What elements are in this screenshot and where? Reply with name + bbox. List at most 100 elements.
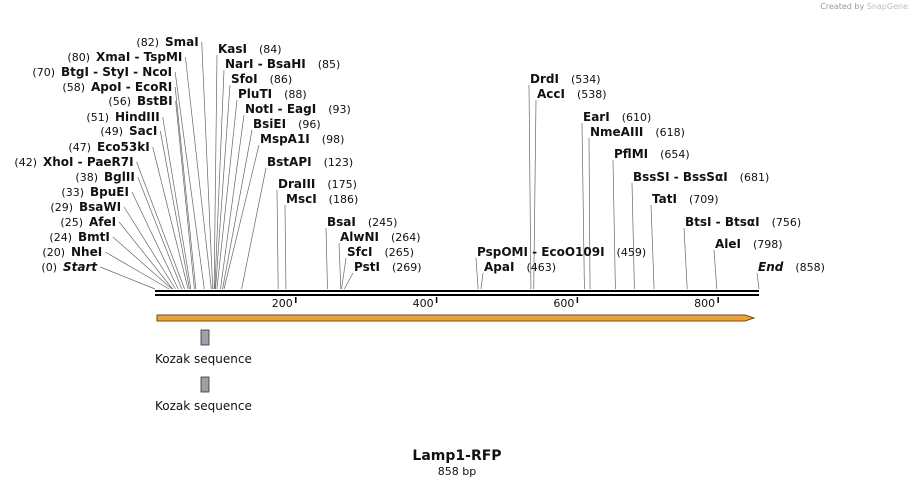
site-position: (47): [68, 141, 91, 154]
site-label[interactable]: BsaWI: [79, 200, 121, 214]
site-label[interactable]: BtgI - StyI - NcoI: [61, 65, 172, 79]
site-leader-line: [713, 249, 718, 290]
site-label[interactable]: NotI - EagI: [245, 102, 316, 116]
site-label[interactable]: Start: [63, 260, 98, 274]
site-label[interactable]: BsiEI: [253, 117, 286, 131]
site-position: (38): [75, 171, 98, 184]
site-label[interactable]: PspOMI - EcoO109I: [477, 245, 605, 259]
site-leader-line: [581, 122, 585, 290]
site-position: (459): [617, 246, 647, 259]
site-label[interactable]: AccI: [537, 87, 565, 101]
site-label[interactable]: HindIII: [115, 110, 160, 124]
site-label[interactable]: MscI: [286, 192, 317, 206]
site-label[interactable]: XmaI - TspMI: [96, 50, 182, 64]
site-label[interactable]: NheI: [71, 245, 102, 259]
snapgene-credit: Created by SnapGene: [820, 2, 908, 11]
site-position: (858): [795, 261, 825, 274]
site-label[interactable]: MspA1I: [260, 132, 310, 146]
site-leader-line: [213, 54, 218, 290]
site-leader-line: [223, 144, 260, 290]
site-position: (33): [61, 186, 84, 199]
site-leader-line: [152, 146, 189, 290]
site-position: (42): [14, 156, 37, 169]
site-leader-line: [118, 221, 173, 290]
site-leader-line: [137, 176, 183, 290]
site-position: (49): [100, 125, 123, 138]
site-leader-line: [175, 100, 195, 290]
site-label[interactable]: NarI - BsaHI: [225, 57, 306, 71]
site-label[interactable]: End: [758, 260, 784, 274]
site-label[interactable]: Eco53kI: [97, 140, 150, 154]
site-labels: SmaI (82) KasI (84) XmaI - TspMI (80) NarI - B…: [14, 35, 825, 274]
plasmid-name: Lamp1-RFP: [412, 448, 502, 464]
site-label[interactable]: NmeAIII: [590, 125, 643, 139]
site-leader-line: [174, 71, 205, 290]
orf-arrow-shape[interactable]: [156, 314, 756, 322]
site-label[interactable]: DrdI: [530, 72, 559, 86]
site-leader-line: [338, 242, 342, 290]
site-position: (264): [391, 231, 421, 244]
ruler: 200 400 600 800: [272, 297, 719, 310]
site-label[interactable]: BglII: [104, 170, 135, 184]
site-label[interactable]: PflMI: [614, 147, 648, 161]
site-label[interactable]: DraIII: [278, 177, 315, 191]
site-leader-line: [475, 257, 479, 290]
site-label[interactable]: BstBI: [137, 94, 173, 108]
feature-box[interactable]: [200, 376, 210, 393]
site-label[interactable]: AfeI: [89, 215, 116, 229]
plasmid-length: 858 bp: [437, 465, 477, 478]
site-leader-line: [683, 227, 688, 290]
site-leader-line: [325, 227, 328, 290]
site-label[interactable]: AlwNI: [340, 230, 379, 244]
site-position: (24): [49, 231, 72, 244]
site-position: (0): [41, 261, 57, 274]
site-label[interactable]: PstI: [354, 260, 380, 274]
site-position: (463): [526, 261, 556, 274]
site-leader-line: [222, 129, 253, 290]
site-label[interactable]: SfoI: [231, 72, 258, 86]
site-label[interactable]: XhoI - PaeR7I: [43, 155, 134, 169]
site-position: (58): [62, 81, 85, 94]
site-label[interactable]: SmaI: [165, 35, 199, 49]
site-label[interactable]: PluTI: [238, 87, 272, 101]
site-position: (20): [42, 246, 65, 259]
site-leader-line: [105, 251, 170, 290]
site-label[interactable]: EarI: [583, 110, 610, 124]
site-label[interactable]: BmtI: [78, 230, 110, 244]
site-label[interactable]: BpuEI: [90, 185, 129, 199]
site-position: (756): [772, 216, 802, 229]
site-leader-line: [612, 159, 616, 290]
site-position: (56): [108, 95, 131, 108]
site-label[interactable]: TatI: [652, 192, 677, 206]
site-leader-line: [533, 99, 537, 290]
site-position: (85): [318, 58, 341, 71]
site-label[interactable]: BtsI - BtsαI: [685, 215, 760, 229]
site-position: (123): [324, 156, 354, 169]
site-label[interactable]: KasI: [218, 42, 247, 56]
site-label[interactable]: SacI: [129, 124, 157, 138]
orf-arrow[interactable]: [156, 314, 756, 322]
site-leader-line: [650, 204, 655, 290]
site-label[interactable]: AleI: [715, 237, 741, 251]
features: Kozak sequence Kozak sequence: [155, 329, 252, 413]
site-position: (70): [32, 66, 55, 79]
site-leader-line: [588, 137, 591, 290]
site-label[interactable]: BsaI: [327, 215, 356, 229]
site-label[interactable]: BstAPI: [267, 155, 312, 169]
site-position: (98): [322, 133, 345, 146]
site-leader-line: [341, 257, 347, 290]
site-leader-line: [185, 56, 212, 290]
site-label[interactable]: SfcI: [347, 245, 372, 259]
site-leader-line: [123, 206, 176, 290]
site-leader-line: [162, 116, 192, 290]
feature-box[interactable]: [200, 329, 210, 346]
site-position: (80): [67, 51, 90, 64]
site-leader-line: [220, 114, 245, 290]
site-label[interactable]: ApoI - EcoRI: [91, 80, 172, 94]
site-position: (798): [753, 238, 783, 251]
site-label[interactable]: BssSI - BssSαI: [633, 170, 728, 184]
site-label[interactable]: ApaI: [484, 260, 514, 274]
site-leader-line: [480, 272, 484, 290]
credit-brand: SnapGene: [866, 2, 908, 11]
